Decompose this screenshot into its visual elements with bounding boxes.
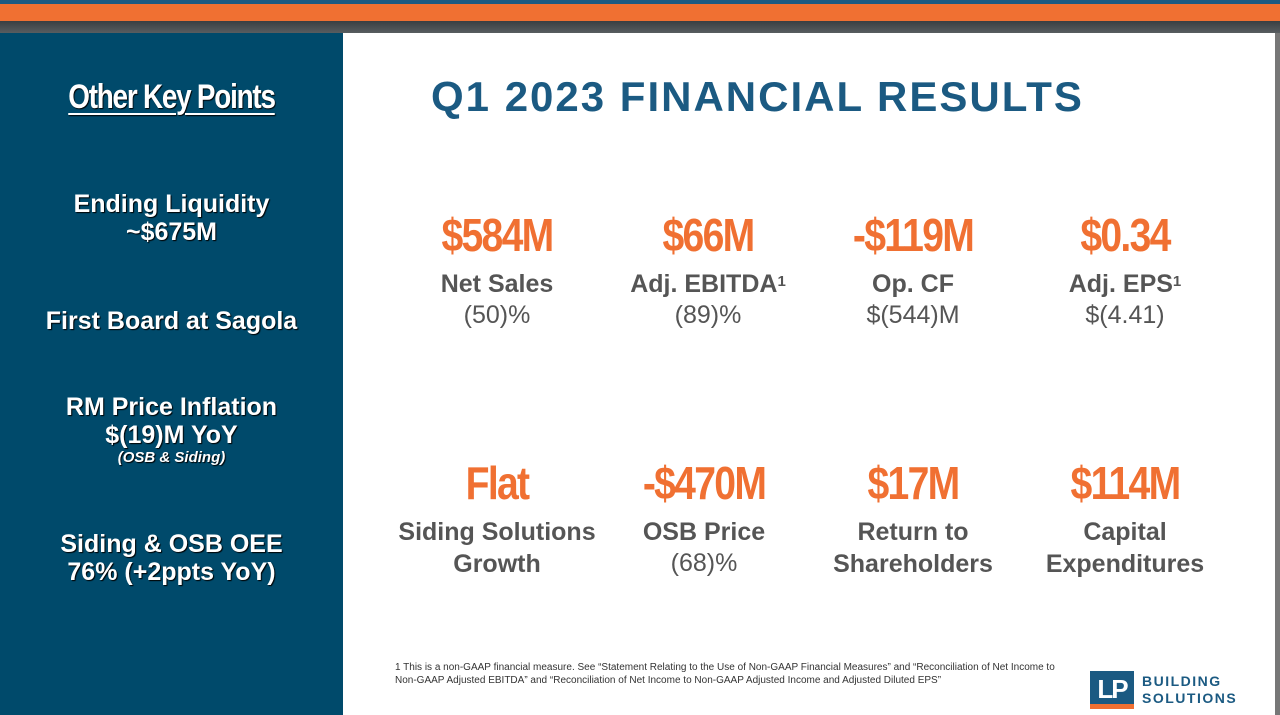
metric-return-shareholders: $17M Return to Shareholders (798, 458, 1028, 580)
page-title: Q1 2023 FINANCIAL RESULTS (431, 73, 1084, 120)
top-gray-bar (0, 21, 1280, 33)
metric-label: Growth (453, 550, 541, 578)
key-point-line: Siding & OSB OEE (60, 530, 283, 558)
metric-label: Return to (857, 518, 969, 546)
key-point-line: Ending Liquidity (73, 190, 270, 218)
top-blue-bar (0, 0, 1280, 4)
right-edge (1275, 33, 1280, 715)
lp-logo: LP BUILDING SOLUTIONS (1090, 671, 1237, 709)
metric-adj-ebitda: $66M Adj. EBITDA1 (89)% (593, 210, 823, 330)
metric-label: Net Sales (440, 270, 554, 298)
metric-change: $(544)M (866, 301, 960, 329)
metric-osb-price: -$470M OSB Price (68)% (589, 458, 819, 578)
metric-capex: $114M Capital Expenditures (1010, 458, 1240, 580)
logo-line: BUILDING (1142, 673, 1222, 689)
key-point-line: First Board at Sagola (45, 307, 298, 335)
metric-change: $(4.41) (1085, 301, 1165, 329)
key-point-sub: (OSB & Siding) (117, 449, 226, 466)
metric-label: Capital (1083, 518, 1167, 546)
key-point: First Board at Sagola (0, 307, 343, 335)
footnote-marker: 1 (777, 273, 786, 290)
metric-value: $114M (1070, 457, 1182, 509)
footnote: 1 This is a non-GAAP financial measure. … (395, 662, 1055, 686)
metric-label-text: Adj. EPS (1068, 270, 1173, 298)
logo-line: SOLUTIONS (1142, 690, 1238, 706)
metric-label-text: Adj. EBITDA (630, 270, 778, 298)
sidebar: Other Key Points Ending Liquidity ~$675M… (0, 33, 343, 715)
metric-change: (89)% (674, 301, 742, 329)
metric-value: Flat (465, 457, 530, 509)
metric-label: Op. CF (872, 270, 954, 298)
metric-op-cf: -$119M Op. CF $(544)M (798, 210, 1028, 330)
key-point-line: ~$675M (125, 218, 218, 246)
metric-change: (50)% (463, 301, 531, 329)
metric-label: Expenditures (1045, 550, 1205, 578)
metric-value: $66M (662, 209, 755, 261)
metric-label: OSB Price (642, 518, 766, 546)
key-point: RM Price Inflation $(19)M YoY (OSB & Sid… (0, 393, 343, 467)
sidebar-title: Other Key Points (68, 78, 276, 116)
key-point-line: RM Price Inflation (65, 393, 278, 421)
metric-label: Shareholders (833, 550, 993, 578)
lp-logo-text: BUILDING SOLUTIONS (1142, 673, 1237, 707)
metric-label: Adj. EPS1 (1010, 268, 1240, 300)
metric-label: Siding Solutions (398, 518, 596, 546)
metric-change: (68)% (670, 549, 738, 577)
metric-adj-eps: $0.34 Adj. EPS1 $(4.41) (1010, 210, 1240, 330)
main-content: Q1 2023 FINANCIAL RESULTS $584M Net Sale… (343, 33, 1275, 715)
lp-logo-mark: LP (1090, 671, 1134, 709)
metric-value: -$119M (852, 209, 975, 261)
metric-label: Adj. EBITDA1 (593, 268, 823, 300)
metric-value: -$470M (642, 457, 767, 509)
metric-value: $17M (867, 457, 960, 509)
key-point: Siding & OSB OEE 76% (+2ppts YoY) (0, 530, 343, 586)
metric-net-sales: $584M Net Sales (50)% (382, 210, 612, 330)
metric-siding-growth: Flat Siding Solutions Growth (382, 458, 612, 580)
key-point-line: $(19)M YoY (105, 421, 238, 449)
metric-value: $0.34 (1080, 209, 1171, 261)
key-point: Ending Liquidity ~$675M (0, 190, 343, 246)
metric-value: $584M (441, 209, 554, 261)
top-orange-bar (0, 4, 1280, 21)
key-point-line: 76% (+2ppts YoY) (67, 558, 276, 586)
footnote-marker: 1 (1172, 273, 1182, 290)
